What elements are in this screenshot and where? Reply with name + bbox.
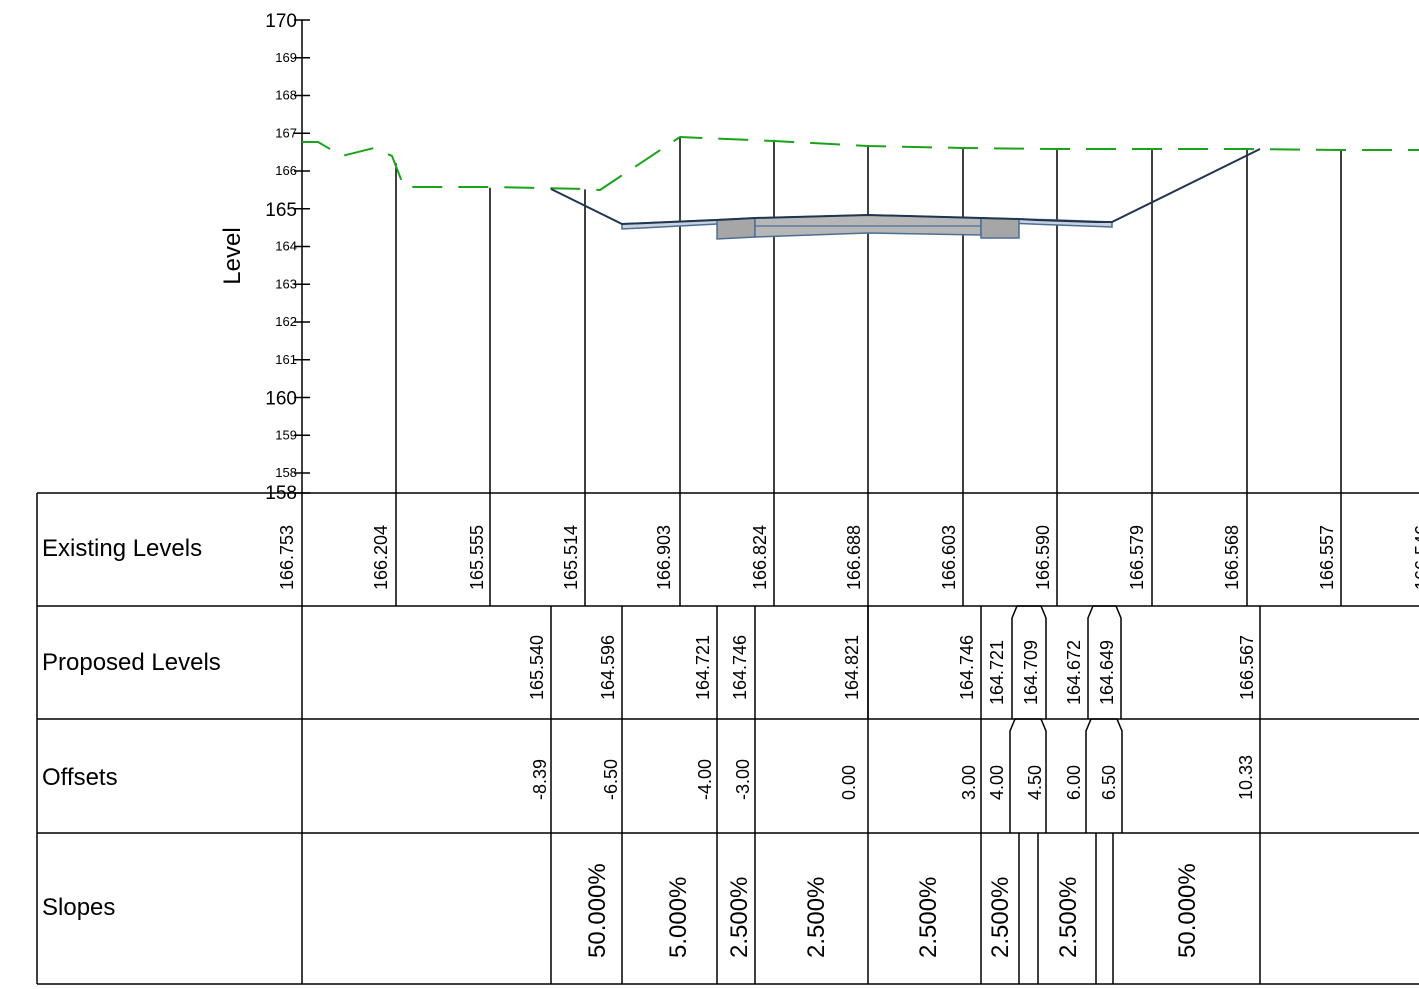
- axis-tick-label: 158: [275, 465, 297, 480]
- existing-levels-cells: 166.753 166.204 165.555 165.514 166.903 166.8…: [277, 525, 1419, 590]
- axis-label-level: Level: [219, 227, 246, 284]
- level-axis: 1701691681671661651641631621611601591581…: [265, 11, 310, 504]
- row-label-existing-levels: Existing Levels: [42, 535, 202, 562]
- row-label-slopes: Slopes: [42, 894, 115, 921]
- axis-tick-label: 163: [275, 276, 297, 291]
- pavement-layers: [621, 214, 1113, 240]
- proposed-level-value: 164.672: [1064, 640, 1084, 705]
- existing-level-value: 166.204: [371, 525, 391, 590]
- slope-value: 2.500%: [1055, 877, 1082, 958]
- row-label-offsets: Offsets: [42, 764, 118, 791]
- offset-tag-box: [1085, 718, 1123, 833]
- axis-tick-label: 165: [265, 200, 297, 221]
- proposed-levels-cells: 165.540 164.596 164.721 164.746 164.821 164.7…: [527, 635, 1257, 705]
- proposed-level-value: 165.540: [527, 635, 547, 700]
- slope-value: 2.500%: [915, 877, 942, 958]
- offset-value: 4.00: [987, 765, 1007, 800]
- axis-tick-label: 170: [265, 11, 297, 32]
- base-layer-left: [716, 217, 756, 240]
- axis-tick-label: 166: [275, 163, 297, 178]
- proposed-level-value: 164.649: [1097, 640, 1117, 705]
- axis-tick-label: 167: [275, 125, 297, 140]
- offset-value: -8.39: [530, 759, 550, 800]
- offset-value: 6.00: [1064, 765, 1084, 800]
- proposed-level-value: 164.821: [842, 635, 862, 700]
- existing-level-value: 166.688: [844, 525, 864, 590]
- axis-tick-label: 162: [275, 314, 297, 329]
- offsets-cells: -8.39 -6.50 -4.00 -3.00 0.00 3.00 4.00 4.50 6.00…: [530, 755, 1256, 800]
- slope-value: 2.500%: [803, 877, 830, 958]
- slope-value: 2.500%: [987, 877, 1014, 958]
- existing-level-value: 166.903: [654, 525, 674, 590]
- existing-level-value: 166.557: [1317, 525, 1337, 590]
- proposed-level-value: 164.721: [987, 640, 1007, 705]
- proposed-level-value: 164.709: [1021, 640, 1041, 705]
- existing-level-value: 166.603: [939, 525, 959, 590]
- existing-level-value: 166.579: [1127, 525, 1147, 590]
- axis-tick-label: 164: [275, 239, 297, 254]
- axis-tick-label: 169: [275, 50, 297, 65]
- proposed-tag-box: [1011, 605, 1047, 719]
- slope-value: 5.000%: [665, 877, 692, 958]
- proposed-level-value: 164.721: [693, 635, 713, 700]
- proposed-level-value: 164.746: [730, 635, 750, 700]
- existing-ground-line: [302, 135, 1419, 192]
- slope-value: 50.000%: [584, 863, 611, 958]
- proposed-level-value: 164.746: [957, 635, 977, 700]
- row-label-proposed-levels: Proposed Levels: [42, 649, 221, 676]
- existing-level-value: 166.546: [1412, 525, 1419, 590]
- proposed-level-value: 166.567: [1237, 635, 1257, 700]
- slope-value: 2.500%: [726, 877, 753, 958]
- axis-tick-label: 159: [275, 427, 297, 442]
- station-lines: [395, 136, 1342, 493]
- proposed-tag-box: [1087, 605, 1122, 719]
- offset-value: 6.50: [1099, 765, 1119, 800]
- slope-value: 50.000%: [1174, 863, 1201, 958]
- axis-tick-label: 161: [275, 352, 297, 367]
- proposed-surface-line: [550, 148, 1261, 226]
- existing-level-value: 165.514: [561, 525, 581, 590]
- existing-level-value: 166.824: [750, 525, 770, 590]
- offset-value: 0.00: [839, 765, 859, 800]
- axis-tick-label: 168: [275, 88, 297, 103]
- offset-value: 4.50: [1025, 765, 1045, 800]
- axis-tick-label: 160: [265, 389, 297, 410]
- existing-level-value: 166.590: [1033, 525, 1053, 590]
- offset-value: 10.33: [1236, 755, 1256, 800]
- base-layer-right: [980, 217, 1020, 239]
- offset-value: -6.50: [601, 759, 621, 800]
- existing-level-value: 166.753: [277, 525, 297, 590]
- offset-tag-box: [1009, 718, 1047, 833]
- offset-value: 3.00: [959, 765, 979, 800]
- proposed-level-value: 164.596: [598, 635, 618, 700]
- offset-value: -4.00: [695, 759, 715, 800]
- slopes-cells: 50.000% 5.000% 2.500% 2.500% 2.500% 2.500% 2.5…: [584, 863, 1201, 958]
- offset-value: -3.00: [733, 759, 753, 800]
- existing-level-value: 165.555: [467, 525, 487, 590]
- data-table: [36, 492, 1419, 985]
- existing-level-value: 166.568: [1222, 525, 1242, 590]
